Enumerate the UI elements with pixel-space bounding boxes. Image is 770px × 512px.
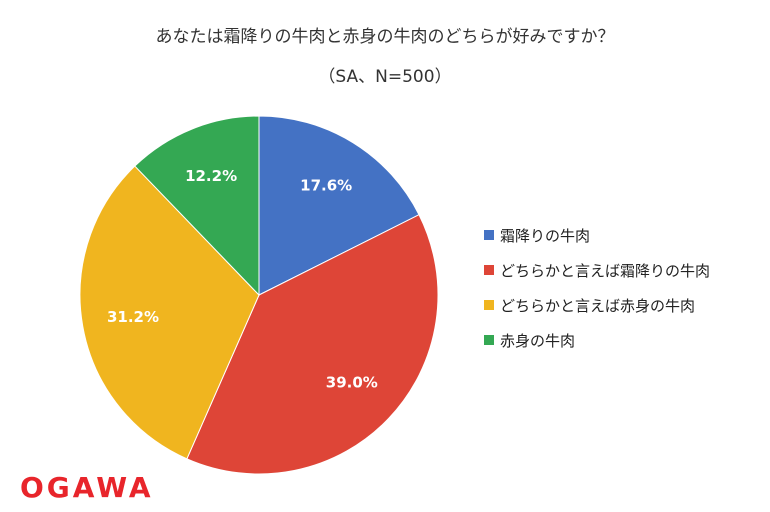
data-label: 39.0% xyxy=(326,374,378,392)
data-label: 17.6% xyxy=(300,177,352,195)
legend-item: どちらかと言えば赤身の牛肉 xyxy=(484,294,710,316)
legend-label: 赤身の牛肉 xyxy=(500,331,576,350)
legend-label: 霜降りの牛肉 xyxy=(500,226,591,245)
legend: 霜降りの牛肉 どちらかと言えば霜降りの牛肉 どちらかと言えば赤身の牛肉 赤身の牛… xyxy=(484,224,710,364)
chart-subtitle: （SA、N=500） xyxy=(318,67,452,87)
brand-logo: OGAWA xyxy=(20,471,154,504)
pie-slice xyxy=(79,165,260,460)
legend-item: 霜降りの牛肉 xyxy=(484,224,710,246)
legend-item: 赤身の牛肉 xyxy=(484,329,710,351)
legend-label: どちらかと言えば霜降りの牛肉 xyxy=(500,261,711,280)
legend-item: どちらかと言えば霜降りの牛肉 xyxy=(484,259,710,281)
data-label: 12.2% xyxy=(185,167,237,185)
legend-swatch xyxy=(484,265,494,275)
data-label: 31.2% xyxy=(107,308,159,326)
chart-title: あなたは霜降りの牛肉と赤身の牛肉のどちらが好みですか？ xyxy=(155,27,615,47)
legend-swatch xyxy=(484,300,494,310)
pie-slice xyxy=(186,214,439,475)
legend-swatch xyxy=(484,230,494,240)
pie-slice xyxy=(258,115,420,296)
pie-slice xyxy=(134,115,260,297)
legend-label: どちらかと言えば赤身の牛肉 xyxy=(500,296,696,315)
legend-swatch xyxy=(484,335,494,345)
